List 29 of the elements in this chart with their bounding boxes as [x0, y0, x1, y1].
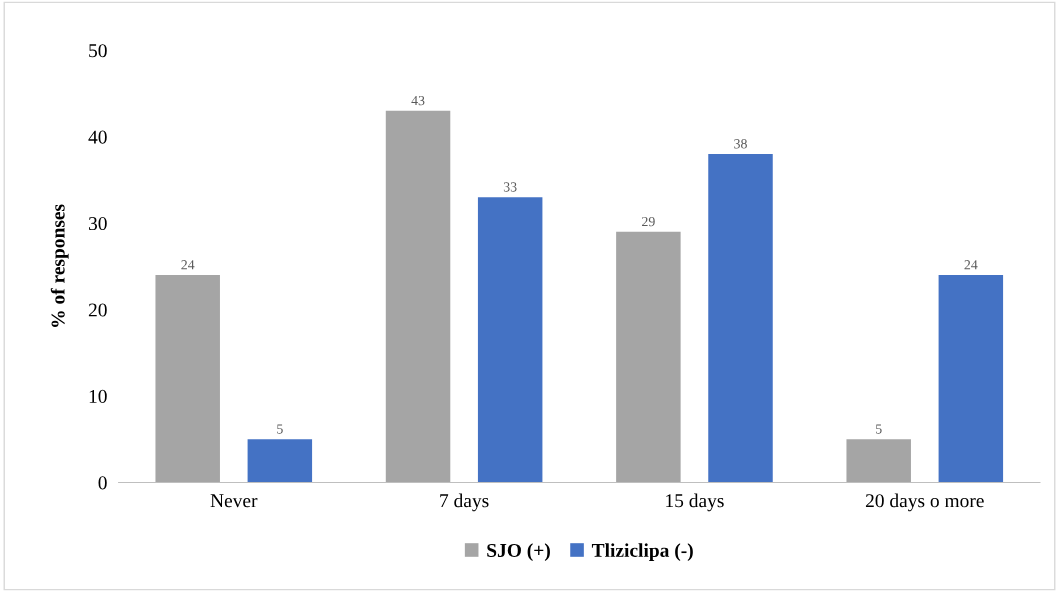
bar [385, 110, 451, 483]
bar [247, 439, 313, 483]
bar [616, 231, 681, 483]
x-tick-label: 20 days o more [865, 493, 984, 512]
legend-label: SJO (+) [487, 543, 550, 561]
bar [155, 275, 220, 483]
data-label: 5 [876, 424, 882, 434]
x-tick-label: 7 days [440, 493, 489, 512]
y-tick-label: 30 [88, 217, 107, 231]
y-tick-label: 40 [88, 130, 107, 144]
data-label: 38 [734, 139, 747, 149]
bar [708, 154, 773, 483]
x-tick-label: Never [210, 494, 258, 508]
bar [846, 439, 911, 483]
bar [938, 275, 1004, 483]
y-tick-label: 10 [89, 389, 107, 403]
y-tick-label: 20 [88, 303, 107, 317]
data-label: 29 [642, 216, 655, 227]
legend-label: Tliziclipa (-) [591, 543, 693, 561]
bar [477, 197, 543, 483]
x-tick-label: 15 days [666, 493, 724, 512]
data-label: 33 [503, 182, 517, 192]
data-label: 5 [277, 424, 283, 434]
data-label: 24 [964, 260, 978, 270]
data-label: 24 [181, 260, 195, 270]
y-tick-label: 0 [98, 476, 107, 490]
y-tick-label: 50 [89, 44, 107, 58]
y-axis-title: % of responses [50, 204, 69, 327]
data-label: 43 [411, 95, 425, 106]
